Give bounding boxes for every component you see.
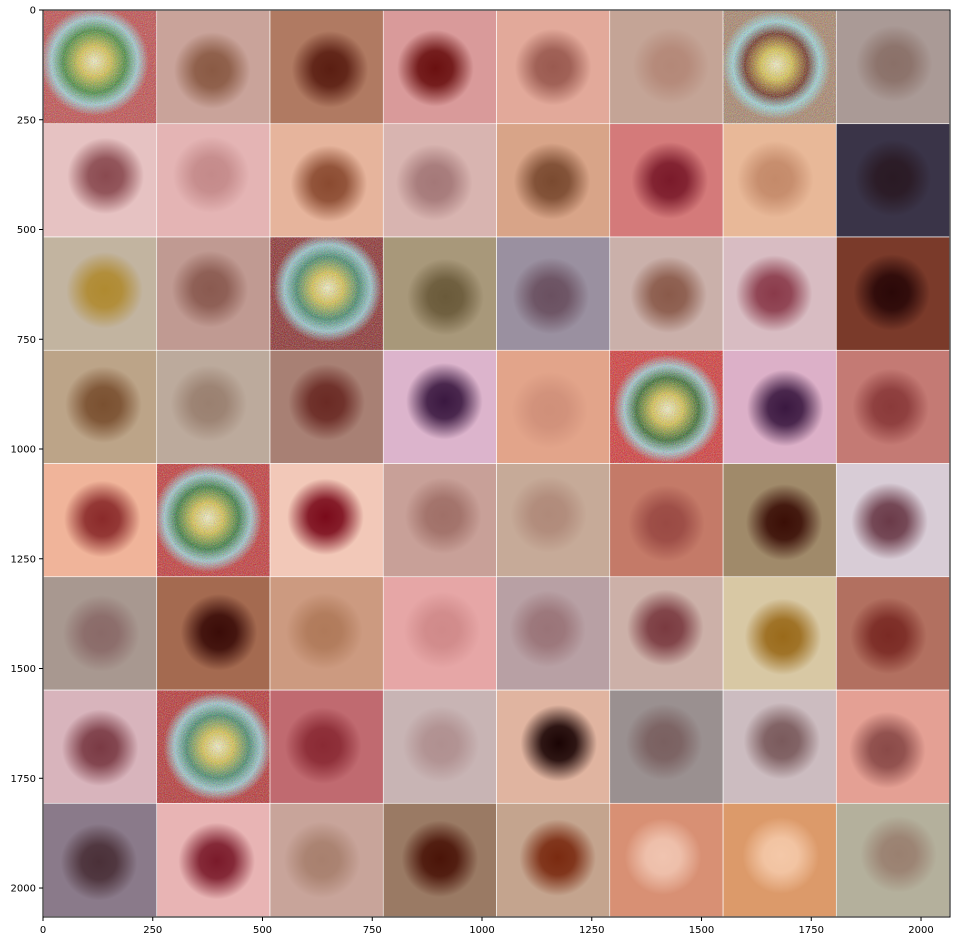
tile-lesion-7-4: [384, 690, 496, 802]
tile-lesion-3-8: [837, 237, 949, 349]
tile-lesion-6-4: [384, 577, 496, 689]
tile-lesion-1-5: [497, 11, 609, 123]
tile-lesion-5-6: [610, 464, 722, 576]
tile-lesion-5-5: [497, 464, 609, 576]
tile-lesion-8-6: [610, 804, 722, 916]
y-tick-label: 500: [17, 225, 36, 236]
x-tick-label: 1500: [689, 925, 714, 936]
tile-lesion-6-8: [837, 577, 949, 689]
x-tick-label: 1250: [579, 925, 604, 936]
y-tick-label: 750: [17, 335, 36, 346]
tile-lesion-4-4: [384, 351, 496, 463]
y-tick-label: 0: [30, 6, 36, 17]
tile-lesion-6-5: [497, 577, 609, 689]
tile-lesion-8-1: [44, 804, 156, 916]
y-tick-label: 250: [17, 115, 36, 126]
y-tick-label: 1500: [11, 664, 36, 675]
tile-lesion-7-1: [44, 690, 156, 802]
tile-lesion-1-3: [270, 11, 382, 123]
tile-lesion-2-1: [44, 124, 156, 236]
tile-lesion-2-5: [497, 124, 609, 236]
tile-lesion-8-3: [270, 804, 382, 916]
tile-lesion-6-2: [157, 577, 269, 689]
y-tick-label: 2000: [11, 884, 36, 895]
tile-lesion-7-3: [270, 690, 382, 802]
tile-lesion-2-3: [270, 124, 382, 236]
tile-lesion-5-1: [44, 464, 156, 576]
tile-lesion-4-3: [270, 351, 382, 463]
tile-lesion-1-8: [837, 11, 949, 123]
tile-lesion-7-7: [723, 690, 835, 802]
tile-lesion-1-6: [610, 11, 722, 123]
tile-lesion-5-3: [270, 464, 382, 576]
tile-lesion-6-6: [610, 577, 722, 689]
tile-lesion-5-7: [723, 464, 835, 576]
x-tick-label: 1000: [469, 925, 494, 936]
tile-lesion-7-8: [837, 690, 949, 802]
tile-noise-3-3: [270, 237, 382, 349]
y-tick-label: 1250: [11, 554, 36, 565]
tile-lesion-1-2: [157, 11, 269, 123]
tile-lesion-2-2: [157, 124, 269, 236]
tile-lesion-7-5: [497, 690, 609, 802]
tile-noise-1-7: [723, 11, 835, 123]
tile-lesion-1-4: [384, 11, 496, 123]
tile-lesion-4-1: [44, 351, 156, 463]
tile-lesion-6-1: [44, 577, 156, 689]
tile-lesion-8-5: [497, 804, 609, 916]
tile-noise-4-6: [610, 351, 722, 463]
tile-lesion-2-7: [723, 124, 835, 236]
x-tick-label: 500: [253, 925, 272, 936]
tile-lesion-4-8: [837, 351, 949, 463]
tile-lesion-7-6: [610, 690, 722, 802]
tile-lesion-2-8: [837, 124, 949, 236]
y-tick-label: 1750: [11, 774, 36, 785]
x-tick-label: 1750: [799, 925, 824, 936]
tile-noise-1-1: [44, 11, 156, 123]
tile-noise-7-2: [157, 690, 269, 802]
tile-lesion-3-6: [610, 237, 722, 349]
tile-lesion-3-5: [497, 237, 609, 349]
tile-lesion-8-7: [723, 804, 835, 916]
tile-lesion-2-6: [610, 124, 722, 236]
x-tick-label: 250: [143, 925, 162, 936]
tile-lesion-3-2: [157, 237, 269, 349]
tile-lesion-6-3: [270, 577, 382, 689]
tile-lesion-4-7: [723, 351, 835, 463]
tile-lesion-4-2: [157, 351, 269, 463]
y-tick-label: 1000: [11, 445, 36, 456]
tile-lesion-5-8: [837, 464, 949, 576]
tile-lesion-4-5: [497, 351, 609, 463]
x-tick-label: 0: [40, 925, 46, 936]
tile-lesion-3-1: [44, 237, 156, 349]
tile-lesion-5-4: [384, 464, 496, 576]
tile-lesion-8-2: [157, 804, 269, 916]
tile-lesion-6-7: [723, 577, 835, 689]
x-tick-label: 2000: [908, 925, 933, 936]
tile-noise-5-2: [157, 464, 269, 576]
tile-lesion-8-4: [384, 804, 496, 916]
tile-lesion-8-8: [837, 804, 949, 916]
tile-lesion-2-4: [384, 124, 496, 236]
tile-lesion-3-4: [384, 237, 496, 349]
x-tick-label: 750: [363, 925, 382, 936]
tile-lesion-3-7: [723, 237, 835, 349]
